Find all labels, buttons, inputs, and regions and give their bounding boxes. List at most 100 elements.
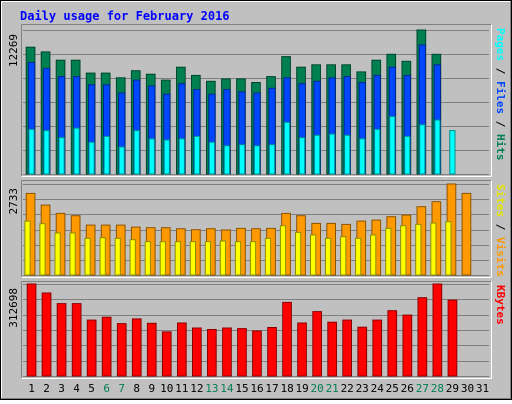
- bar-kbytes-day-17: [267, 327, 277, 377]
- bar-pages-day-22: [344, 134, 351, 175]
- bar-pages-day-18: [283, 121, 291, 175]
- x-tick-label-day-10: 10: [160, 382, 173, 395]
- x-tick-label-day-13: 13: [205, 382, 218, 395]
- bar-sites-day-10: [159, 241, 166, 276]
- bar-pages-day-21: [329, 133, 336, 175]
- bar-sites-day-19: [295, 231, 302, 276]
- bar-kbytes-day-19: [297, 322, 307, 377]
- x-tick-label-day-2: 2: [43, 382, 50, 395]
- bar-kbytes-day-12: [192, 327, 202, 377]
- bar-kbytes-day-10: [161, 331, 172, 377]
- bar-sites-day-15: [234, 241, 242, 276]
- bar-kbytes-day-9: [146, 322, 157, 377]
- bar-sites-day-25: [385, 227, 392, 276]
- bar-pages-day-2: [43, 130, 50, 175]
- bar-pages-day-5: [88, 141, 95, 175]
- bar-pages-day-4: [73, 127, 80, 175]
- bar-sites-day-11: [174, 241, 181, 276]
- bar-kbytes-day-23: [357, 326, 368, 377]
- legend-entry-hits: Hits: [494, 134, 507, 161]
- x-tick-label-day-30: 30: [461, 382, 474, 395]
- bar-pages-day-1: [28, 128, 35, 175]
- bar-pages-day-19: [299, 137, 306, 175]
- legend-entry-files: Files: [494, 81, 507, 114]
- x-tick-label-day-18: 18: [280, 382, 293, 395]
- x-tick-label-day-29: 29: [446, 382, 459, 395]
- bar-pages-day-12: [193, 135, 201, 175]
- bar-pages-day-3: [58, 137, 65, 175]
- bar-sites-day-16: [249, 241, 257, 276]
- x-tick-label-day-3: 3: [58, 382, 65, 395]
- bar-kbytes-day-21: [327, 321, 337, 377]
- bar-kbytes-day-6: [101, 316, 112, 377]
- bar-sites-day-3: [54, 232, 61, 276]
- bar-pages-day-17: [268, 144, 276, 175]
- panel-visits-sites: 2733 Sites / Visits: [7, 180, 507, 278]
- y-max-label: 312698: [7, 288, 20, 328]
- bar-kbytes-day-20: [312, 311, 322, 377]
- bar-kbytes-day-4: [71, 303, 82, 377]
- bar-pages-day-20: [314, 134, 321, 175]
- x-tick-label-day-9: 9: [148, 382, 155, 395]
- bar-pages-day-13: [208, 141, 216, 175]
- bar-pages-day-26: [404, 135, 411, 175]
- bar-sites-day-27: [415, 223, 422, 276]
- x-tick-label-day-25: 25: [386, 382, 399, 395]
- bar-sites-day-23: [355, 237, 362, 276]
- bar-sites-day-26: [400, 225, 407, 276]
- x-tick-label-day-28: 28: [431, 382, 444, 395]
- bar-sites-day-18: [279, 225, 287, 276]
- bar-kbytes-day-18: [282, 301, 292, 377]
- x-tick-label-day-21: 21: [326, 382, 339, 395]
- legend-separator: /: [494, 114, 507, 134]
- bar-kbytes-day-28: [432, 283, 443, 377]
- panel-kbytes: 312698 KBytes: [7, 281, 507, 379]
- x-tick-label-day-11: 11: [175, 382, 188, 395]
- legend-entry-visits: Visits: [494, 237, 507, 277]
- x-tick-label-day-5: 5: [88, 382, 95, 395]
- bar-pages-day-29: [449, 130, 456, 175]
- bar-pages-day-28: [434, 119, 441, 175]
- bar-kbytes-day-29: [447, 299, 458, 377]
- x-tick-label-day-24: 24: [371, 382, 385, 395]
- bar-kbytes-day-11: [177, 322, 187, 377]
- bar-sites-day-17: [264, 237, 272, 276]
- bar-kbytes-day-7: [116, 323, 127, 377]
- bar-pages-day-7: [118, 146, 125, 175]
- bar-kbytes-day-2: [41, 292, 52, 377]
- legend-entry-sites: Sites: [494, 184, 507, 217]
- x-tick-label-day-20: 20: [310, 382, 323, 395]
- bar-kbytes-day-3: [56, 303, 67, 377]
- bar-sites-day-6: [99, 237, 106, 276]
- bar-sites-day-8: [129, 239, 136, 276]
- bar-sites-day-22: [340, 236, 347, 276]
- x-tick-label-day-22: 22: [341, 382, 354, 395]
- panel-hits-files-pages: 12269 Pages / Files / Hits: [7, 24, 507, 177]
- x-tick-label-day-15: 15: [235, 382, 248, 395]
- bar-kbytes-day-13: [207, 329, 217, 377]
- y-max-label: 12269: [7, 34, 20, 67]
- bar-pages-day-8: [133, 130, 140, 175]
- bar-kbytes-day-15: [237, 328, 247, 377]
- legend-separator: /: [494, 217, 507, 237]
- bar-sites-day-13: [204, 241, 212, 276]
- bar-kbytes-day-16: [252, 330, 262, 377]
- x-tick-label-day-17: 17: [265, 382, 278, 395]
- bar-pages-day-24: [374, 128, 381, 175]
- legend-kbytes: KBytes: [494, 285, 507, 325]
- x-tick-label-day-7: 7: [118, 382, 125, 395]
- x-tick-label-day-12: 12: [190, 382, 203, 395]
- x-tick-label-day-19: 19: [295, 382, 308, 395]
- bar-sites-day-20: [310, 234, 317, 276]
- bar-sites-day-4: [69, 232, 76, 276]
- x-tick-label-day-23: 23: [356, 382, 369, 395]
- bar-pages-day-27: [419, 124, 426, 175]
- y-max-label: 2733: [7, 188, 20, 215]
- bar-pages-day-15: [238, 144, 246, 175]
- bar-visits-day-30: [461, 192, 472, 276]
- bar-kbytes-day-27: [417, 297, 428, 377]
- bar-kbytes-day-22: [342, 319, 352, 377]
- legend-separator: /: [494, 61, 507, 81]
- legend-entry-pages: Pages: [494, 28, 507, 61]
